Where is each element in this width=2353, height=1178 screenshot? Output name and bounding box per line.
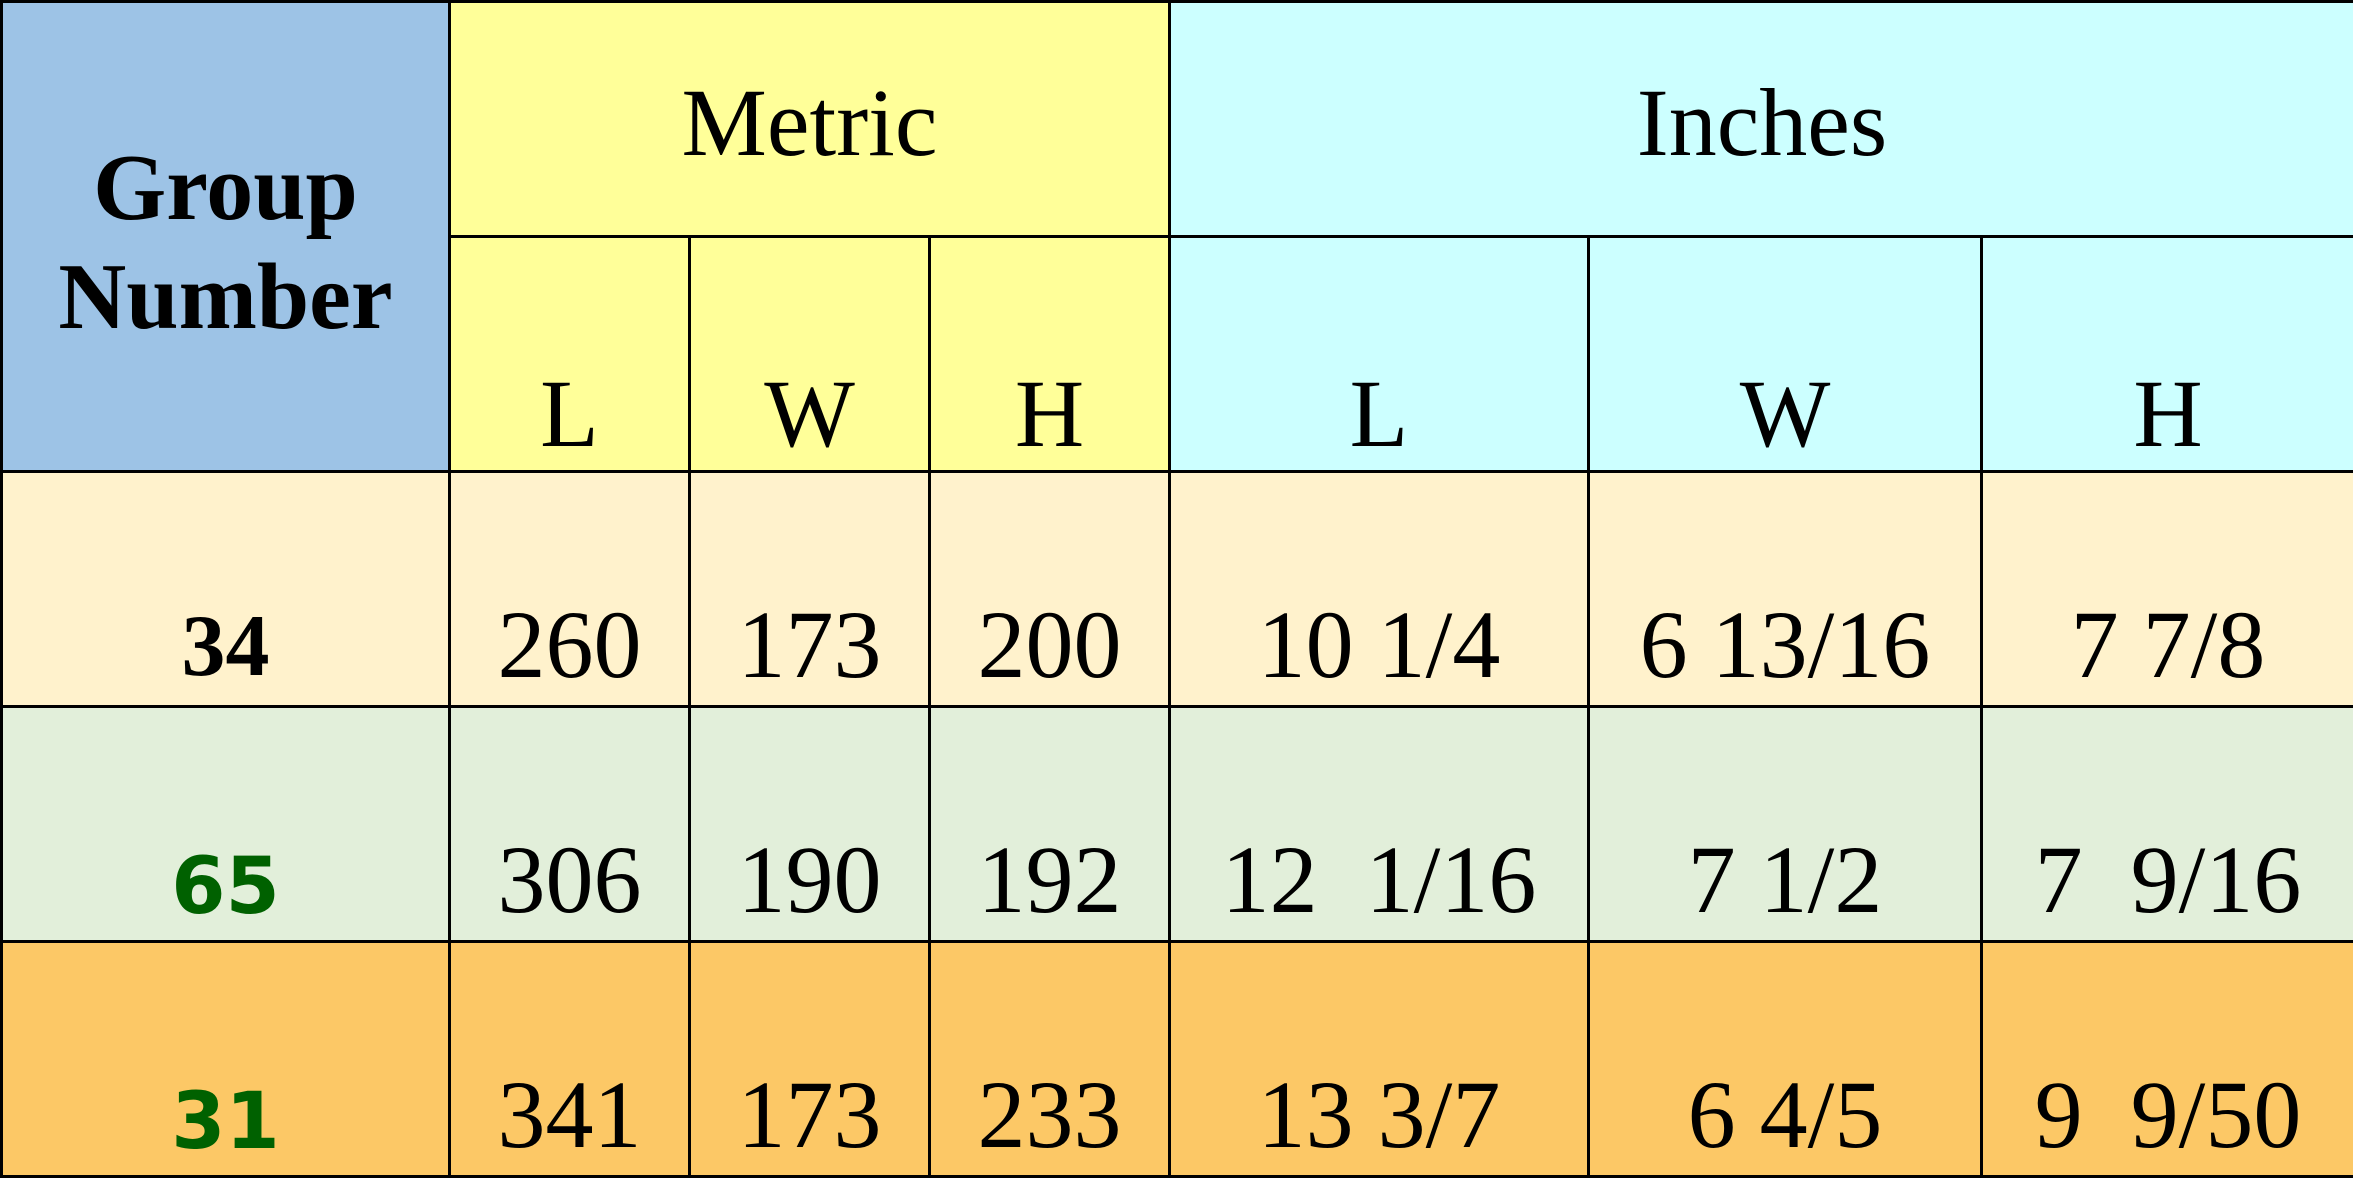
header-row-top: Group Number Metric Inches — [2, 2, 2353, 237]
inches-width-cell: 6 13/16 — [1589, 472, 1982, 707]
metric-width-cell: 190 — [690, 707, 930, 942]
metric-length-cell: 260 — [450, 472, 690, 707]
inches-length-cell: 12 1/16 — [1170, 707, 1589, 942]
table-row: 31 341 173 233 13 3/7 6 4/5 9 9/50 — [2, 942, 2353, 1177]
metric-height-cell: 200 — [930, 472, 1170, 707]
group-number-header: Group Number — [2, 2, 450, 472]
metric-height-cell: 233 — [930, 942, 1170, 1177]
inches-width-cell: 6 4/5 — [1589, 942, 1982, 1177]
inches-length-cell: 13 3/7 — [1170, 942, 1589, 1177]
group-number-cell: 31 — [2, 942, 450, 1177]
metric-length-header: L — [450, 237, 690, 472]
inches-header: Inches — [1170, 2, 2353, 237]
inches-height-cell: 7 9/16 — [1982, 707, 2353, 942]
table-row: 34 260 173 200 10 1/4 6 13/16 7 7/8 — [2, 472, 2353, 707]
inches-width-cell: 7 1/2 — [1589, 707, 1982, 942]
metric-width-cell: 173 — [690, 942, 930, 1177]
metric-header: Metric — [450, 2, 1170, 237]
inches-height-header: H — [1982, 237, 2353, 472]
metric-height-header: H — [930, 237, 1170, 472]
inches-height-cell: 7 7/8 — [1982, 472, 2353, 707]
metric-height-cell: 192 — [930, 707, 1170, 942]
inches-length-cell: 10 1/4 — [1170, 472, 1589, 707]
metric-width-header: W — [690, 237, 930, 472]
inches-height-cell: 9 9/50 — [1982, 942, 2353, 1177]
group-number-cell: 65 — [2, 707, 450, 942]
inches-width-header: W — [1589, 237, 1982, 472]
inches-length-header: L — [1170, 237, 1589, 472]
group-number-cell: 34 — [2, 472, 450, 707]
table-row: 65 306 190 192 12 1/16 7 1/2 7 9/16 — [2, 707, 2353, 942]
metric-length-cell: 306 — [450, 707, 690, 942]
metric-length-cell: 341 — [450, 942, 690, 1177]
metric-width-cell: 173 — [690, 472, 930, 707]
